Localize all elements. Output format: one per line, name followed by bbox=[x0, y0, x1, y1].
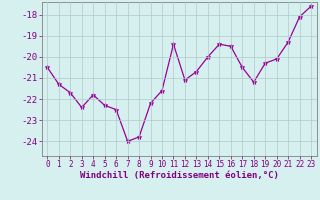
X-axis label: Windchill (Refroidissement éolien,°C): Windchill (Refroidissement éolien,°C) bbox=[80, 171, 279, 180]
